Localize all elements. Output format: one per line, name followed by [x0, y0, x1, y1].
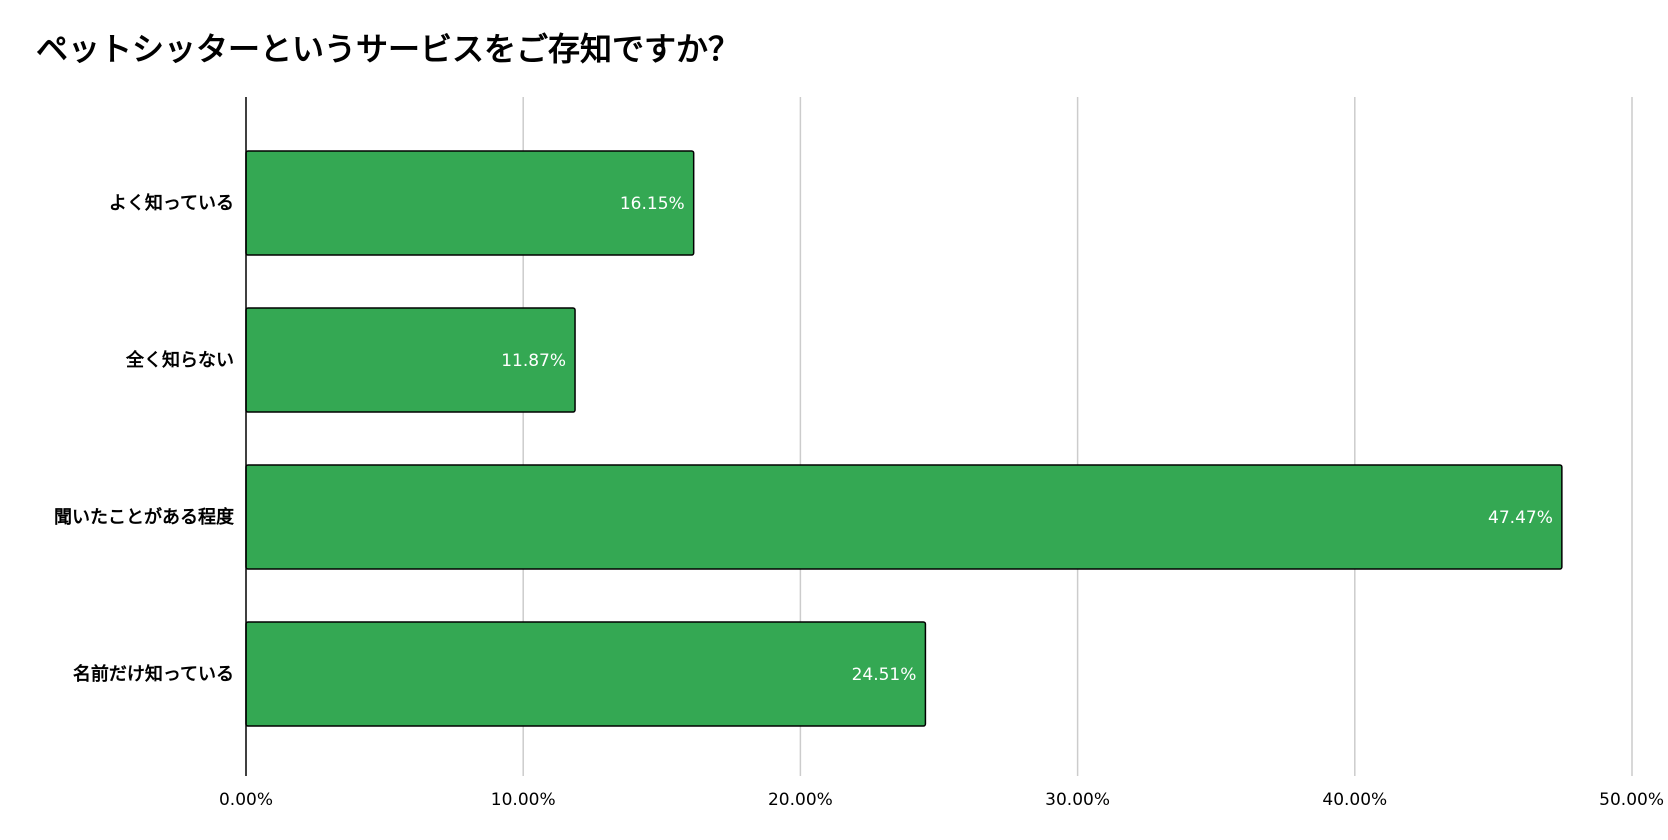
x-tick-label: 30.00% [1045, 790, 1110, 810]
category-label: 名前だけ知っている [73, 663, 234, 685]
data-label: 47.47% [1488, 508, 1553, 528]
x-tick-label: 50.00% [1599, 790, 1664, 810]
data-label: 16.15% [620, 194, 685, 214]
category-label: よく知っている [109, 192, 234, 214]
bar-4 [245, 621, 927, 727]
x-tick-label: 10.00% [491, 790, 556, 810]
category-label: 聞いたことがある程度 [54, 506, 235, 528]
bars [245, 150, 1563, 727]
chart-title: ペットシッターというサービスをご存知ですか？ [36, 30, 741, 68]
data-label: 24.51% [852, 665, 917, 685]
data-label: 11.87% [501, 351, 566, 371]
labels: 0.00% 10.00% 20.00% 30.00% 40.00% 50.00% 16.15… [54, 192, 1664, 810]
category-label: 全く知らない [125, 349, 234, 371]
x-tick-label: 40.00% [1322, 790, 1387, 810]
x-tick-label: 20.00% [768, 790, 833, 810]
x-tick-label: 0.00% [219, 790, 273, 810]
bar-3 [245, 464, 1563, 570]
